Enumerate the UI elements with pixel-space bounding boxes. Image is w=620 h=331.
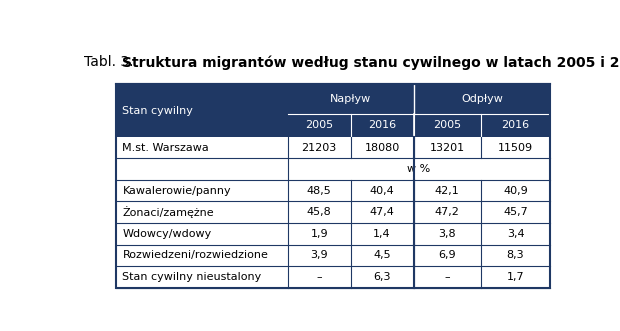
Text: –: –	[316, 272, 322, 282]
Text: Żonaci/zamężne: Żonaci/zamężne	[123, 206, 214, 218]
Bar	[117, 84, 551, 114]
Bar	[117, 84, 551, 288]
Text: 2005: 2005	[305, 120, 333, 130]
Bar	[117, 202, 551, 223]
Text: 3,8: 3,8	[438, 229, 456, 239]
Text: Rozwiedzeni/rozwiedzione: Rozwiedzeni/rozwiedzione	[123, 250, 268, 260]
Text: 47,4: 47,4	[370, 207, 394, 217]
Text: 48,5: 48,5	[307, 186, 332, 196]
Text: 13201: 13201	[430, 143, 465, 153]
Bar	[117, 114, 551, 137]
Text: 45,7: 45,7	[503, 207, 528, 217]
Text: 47,2: 47,2	[435, 207, 459, 217]
Text: Tabl. 3.: Tabl. 3.	[84, 55, 138, 69]
Text: 8,3: 8,3	[507, 250, 525, 260]
Bar	[117, 158, 551, 180]
Text: 1,7: 1,7	[507, 272, 525, 282]
Text: M.st. Warszawa: M.st. Warszawa	[123, 143, 209, 153]
Text: 2016: 2016	[368, 120, 396, 130]
Text: 18080: 18080	[365, 143, 400, 153]
Text: Kawalerowie/panny: Kawalerowie/panny	[123, 186, 231, 196]
Text: 45,8: 45,8	[307, 207, 332, 217]
Text: 40,4: 40,4	[370, 186, 394, 196]
Bar	[117, 180, 551, 202]
Text: Stan cywilny: Stan cywilny	[123, 106, 193, 116]
Bar	[117, 137, 551, 158]
Text: Stan cywilny nieustalony: Stan cywilny nieustalony	[123, 272, 262, 282]
Text: –: –	[445, 272, 450, 282]
Text: 3,9: 3,9	[311, 250, 328, 260]
Text: 11509: 11509	[498, 143, 533, 153]
Bar	[117, 223, 551, 245]
Text: 3,4: 3,4	[507, 229, 525, 239]
Text: 21203: 21203	[301, 143, 337, 153]
Text: Wdowcy/wdowy: Wdowcy/wdowy	[123, 229, 211, 239]
Text: 1,4: 1,4	[373, 229, 391, 239]
Bar	[117, 266, 551, 288]
Text: 40,9: 40,9	[503, 186, 528, 196]
Text: Odpływ: Odpływ	[461, 94, 503, 104]
Text: w %: w %	[407, 164, 430, 174]
Text: Napływ: Napływ	[330, 94, 371, 104]
Text: 6,3: 6,3	[373, 272, 391, 282]
Text: 2005: 2005	[433, 120, 461, 130]
Text: Struktura migrantów według stanu cywilnego w latach 2005 i 2016: Struktura migrantów według stanu cywilne…	[122, 55, 620, 70]
Bar	[117, 245, 551, 266]
Text: 1,9: 1,9	[311, 229, 328, 239]
Text: 42,1: 42,1	[435, 186, 459, 196]
Text: 2016: 2016	[502, 120, 529, 130]
Text: 6,9: 6,9	[438, 250, 456, 260]
Text: 4,5: 4,5	[373, 250, 391, 260]
